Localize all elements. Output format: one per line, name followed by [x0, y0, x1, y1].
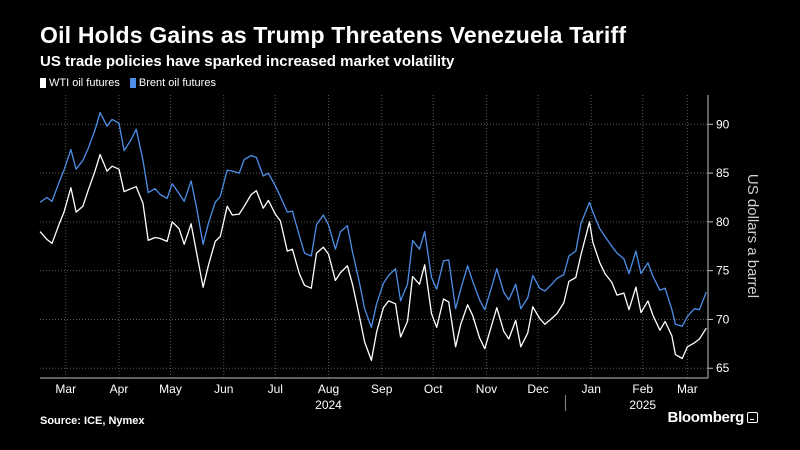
- legend-item-brent: Brent oil futures: [129, 77, 216, 89]
- x-tick-label: Oct: [424, 382, 443, 396]
- legend-swatch-wti: [40, 78, 46, 88]
- x-tick-label: Feb: [632, 382, 653, 396]
- legend-label-wti: WTI oil futures: [49, 77, 120, 89]
- x-tick-label: May: [159, 382, 182, 396]
- x-tick-label: Jan: [582, 382, 601, 396]
- y-tick-label: 75: [716, 264, 730, 278]
- x-tick-label: Apr: [110, 382, 129, 396]
- brand-name: Bloomberg: [667, 409, 745, 426]
- y-axis: 65 70 75 80 85 90: [707, 95, 730, 378]
- gridlines: [40, 95, 708, 378]
- x-axis: Mar Apr May Jun Jul Aug Sep Oct Nov Dec Jan Feb Mar 2…: [40, 377, 708, 412]
- x-year-label: 2025: [629, 398, 656, 412]
- series-lines: [39, 111, 707, 362]
- y-tick-label: 80: [716, 215, 730, 229]
- x-tick-label: Mar: [55, 382, 76, 396]
- y-tick-label: 70: [716, 312, 730, 326]
- bloomberg-logo: Bloomberg: [668, 409, 758, 426]
- chart-subtitle: US trade policies have sparked increased…: [40, 53, 455, 70]
- terminal-icon: [747, 412, 758, 423]
- x-tick-label: Sep: [371, 382, 393, 396]
- legend-label-brent: Brent oil futures: [138, 77, 216, 89]
- y-axis-label: US dollars a barrel: [744, 174, 761, 298]
- x-tick-label: Dec: [527, 382, 548, 396]
- legend: WTI oil futures Brent oil futures: [40, 77, 226, 89]
- y-tick-label: 65: [716, 361, 730, 375]
- x-tick-label: Jun: [214, 382, 233, 396]
- legend-item-wti: WTI oil futures: [40, 77, 120, 89]
- legend-swatch-brent: [129, 78, 136, 88]
- chart-title: Oil Holds Gains as Trump Threatens Venez…: [40, 22, 627, 48]
- x-tick-label: Aug: [318, 382, 339, 396]
- x-tick-label: Mar: [677, 382, 698, 396]
- series-line-wti: [39, 153, 707, 362]
- y-tick-label: 85: [716, 166, 730, 180]
- x-tick-label: Jul: [268, 382, 283, 396]
- source-note: Source: ICE, Nymex: [40, 415, 145, 427]
- y-tick-label: 90: [716, 117, 730, 131]
- x-tick-label: Nov: [476, 382, 497, 396]
- series-line-brent: [39, 111, 707, 328]
- x-year-label: 2024: [315, 398, 342, 412]
